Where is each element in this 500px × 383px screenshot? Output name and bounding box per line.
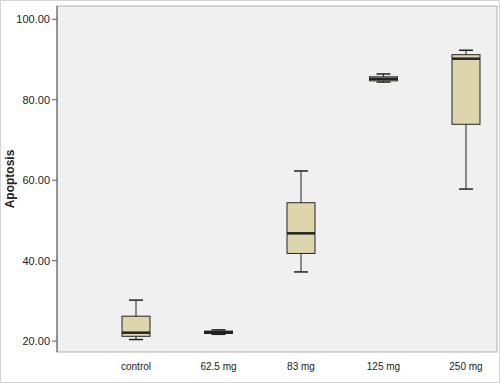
x-tick-label: 62.5 mg	[200, 361, 236, 372]
upper-whisker	[301, 171, 302, 203]
min-cap	[294, 271, 308, 273]
max-cap	[459, 50, 473, 52]
y-tick	[52, 19, 57, 20]
upper-whisker	[136, 300, 137, 316]
box	[287, 203, 315, 254]
x-tick-label: 125 mg	[367, 361, 400, 372]
y-tick-label: 80.00	[22, 94, 50, 106]
y-tick	[52, 99, 57, 100]
box	[205, 331, 233, 333]
median	[122, 331, 150, 334]
y-axis-label: Apoptosis	[3, 149, 17, 208]
lower-whisker	[301, 253, 302, 272]
x-tick-label: 83 mg	[287, 361, 315, 372]
y-tick-label: 40.00	[22, 255, 50, 267]
max-cap	[377, 73, 391, 75]
box	[452, 55, 480, 125]
min-cap	[459, 188, 473, 190]
median	[287, 232, 315, 235]
max-cap	[294, 170, 308, 172]
chart-root: 20.00 40.00 60.00 80.00 100.00 Apoptosis contr…	[0, 0, 500, 383]
box	[122, 316, 150, 336]
y-tick-label: 60.00	[22, 174, 50, 186]
y-tick	[52, 341, 57, 342]
page-border	[1, 1, 500, 383]
y-tick-label: 100.00	[16, 13, 50, 25]
plot-area	[57, 6, 497, 352]
max-cap	[212, 329, 226, 331]
lower-whisker	[466, 124, 467, 189]
chart: 20.00 40.00 60.00 80.00 100.00 Apoptosis contr…	[0, 0, 500, 383]
median	[452, 57, 480, 60]
median	[205, 331, 233, 334]
y-tick	[52, 180, 57, 181]
min-cap	[129, 339, 143, 341]
boxes	[122, 50, 480, 339]
box	[370, 77, 398, 81]
min-cap	[377, 81, 391, 83]
x-tick-label: 250 mg	[449, 361, 482, 372]
x-tick-label: control	[121, 361, 151, 372]
max-cap	[129, 299, 143, 301]
y-axis	[57, 6, 58, 352]
y-tick	[52, 260, 57, 261]
median	[370, 78, 398, 81]
y-tick-label: 20.00	[22, 335, 50, 347]
